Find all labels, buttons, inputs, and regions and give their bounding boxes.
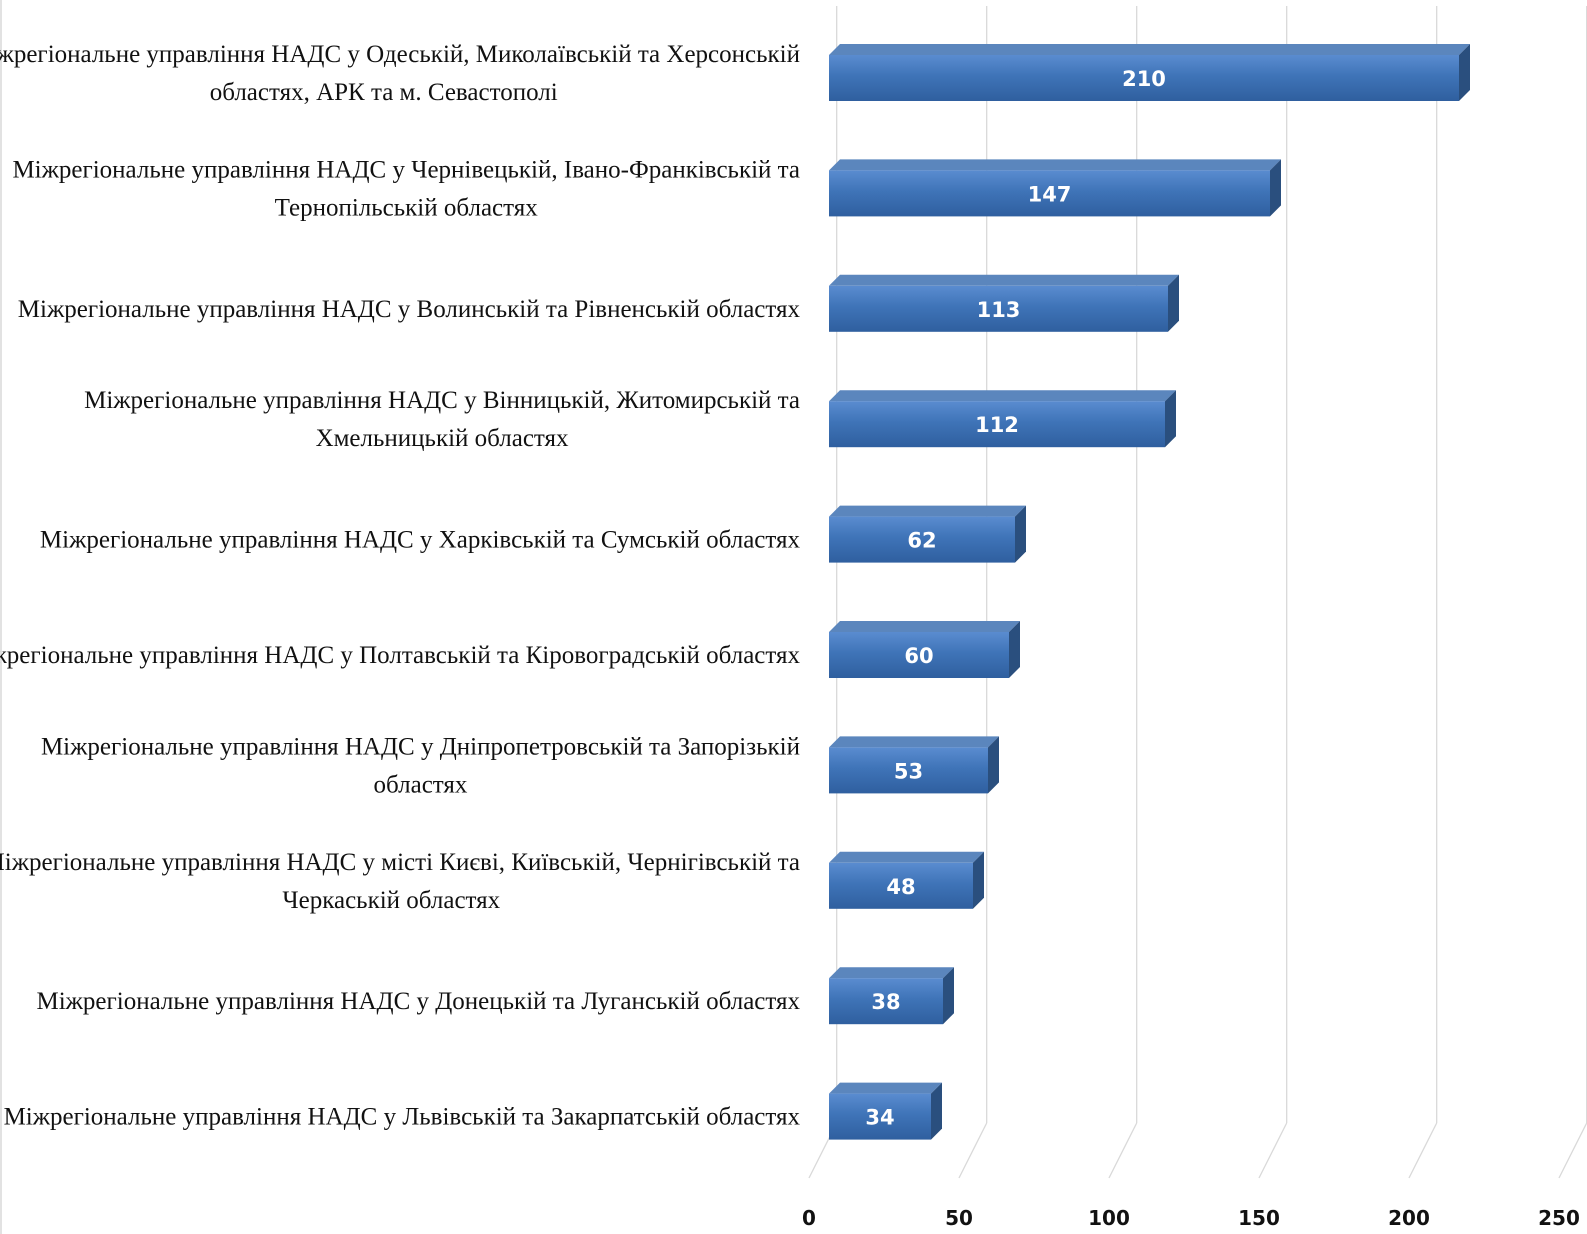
category-label: Міжрегіональне управління НАДС у Львівсь… [4, 1104, 801, 1131]
gridline-floor [958, 1122, 988, 1179]
bar-front-face [829, 170, 1270, 217]
bar-top-face [829, 390, 1176, 402]
category-label: Міжрегіональне управління НАДС у місті К… [0, 849, 800, 876]
gridline-floor [1558, 1122, 1587, 1179]
category-label: областях [374, 771, 468, 798]
x-tick-label: 50 [945, 1206, 973, 1230]
bar-top-face [829, 274, 1179, 286]
bar-value-label: 62 [907, 529, 936, 553]
bar-side-face [1009, 621, 1020, 678]
category-label: Хмельницькій областях [316, 425, 569, 452]
bar-front-face [829, 632, 1009, 678]
gridline-floor [1258, 1122, 1288, 1179]
bar-side-face [1270, 159, 1281, 217]
bar-side-face [1459, 44, 1470, 101]
category-label: Міжрегіональне управління НАДС у Донецьк… [36, 988, 800, 1015]
bar [829, 1082, 942, 1140]
category-label: областях, АРК та м. Севастополі [210, 79, 558, 106]
bar [829, 390, 1176, 448]
bar-top-face [829, 736, 999, 748]
bar-value-label: 113 [977, 298, 1021, 322]
bar-value-label: 34 [865, 1106, 894, 1130]
bar-side-face [1015, 505, 1026, 563]
x-tick-label: 150 [1238, 1206, 1280, 1230]
bar-top-face [829, 967, 954, 979]
bar-value-label: 60 [904, 644, 933, 668]
category-label: Тернопільській областях [275, 194, 539, 221]
bar [829, 44, 1470, 101]
x-tick-label: 0 [802, 1206, 816, 1230]
bar-value-label: 48 [886, 875, 915, 899]
bar-side-face [1165, 390, 1176, 448]
x-tick-label: 200 [1388, 1206, 1430, 1230]
x-axis-ticks: 0 50 100 150 200 250 [802, 1206, 1580, 1230]
x-tick-label: 250 [1538, 1206, 1580, 1230]
category-label: Черкаській областях [282, 887, 500, 914]
x-tick-label: 100 [1088, 1206, 1130, 1230]
bar [829, 505, 1026, 563]
bar-value-label: 147 [1028, 182, 1072, 206]
bar-top-face [829, 1082, 942, 1094]
category-label: Міжрегіональне управління НАДС у Дніпроп… [41, 733, 800, 760]
bar-front-face [829, 1093, 931, 1140]
bar-top-face [829, 44, 1470, 55]
bar-side-face [931, 1082, 942, 1140]
bar-value-label: 38 [871, 990, 900, 1014]
bar-side-face [943, 967, 954, 1025]
bar [829, 159, 1281, 217]
bar [829, 736, 999, 794]
bar-value-label: 210 [1122, 67, 1166, 91]
bar-front-face [829, 747, 988, 794]
bar [829, 621, 1020, 678]
category-label: Міжрегіональне управління НАДС у Полтавс… [0, 642, 800, 669]
bar-top-face [829, 851, 984, 863]
bar-front-face [829, 55, 1459, 101]
bar [829, 967, 954, 1025]
bars: 210 147 113 112 62 60 53 48 38 34 [829, 44, 1470, 1140]
bar-front-face [829, 285, 1168, 332]
bar-top-face [829, 505, 1026, 517]
category-label: Міжрегіональне управління НАДС у Черніве… [12, 156, 800, 183]
bar-top-face [829, 621, 1020, 632]
category-label: Міжрегіональне управління НАДС у Волинсь… [18, 296, 801, 323]
bar-front-face [829, 401, 1165, 448]
bar-value-label: 112 [975, 413, 1019, 437]
bar-front-face [829, 978, 943, 1025]
category-label: Міжрегіональне управління НАДС у Харківс… [40, 527, 801, 554]
gridline-floor [1108, 1122, 1138, 1179]
bar-top-face [829, 159, 1281, 171]
bar-side-face [973, 851, 984, 909]
bar [829, 851, 984, 909]
bar-side-face [1168, 274, 1179, 332]
bar [829, 274, 1179, 332]
category-label: Міжрегіональне управління НАДС у Одеські… [0, 41, 800, 68]
bar-side-face [988, 736, 999, 794]
bar-front-face [829, 862, 973, 909]
bar-value-label: 53 [894, 759, 923, 783]
gridline-floor [1408, 1122, 1438, 1179]
category-label: Міжрегіональне управління НАДС у Вінниць… [84, 387, 800, 414]
category-labels: Міжрегіональне управління НАДС у Одеські… [0, 41, 800, 1131]
bar-front-face [829, 516, 1015, 563]
